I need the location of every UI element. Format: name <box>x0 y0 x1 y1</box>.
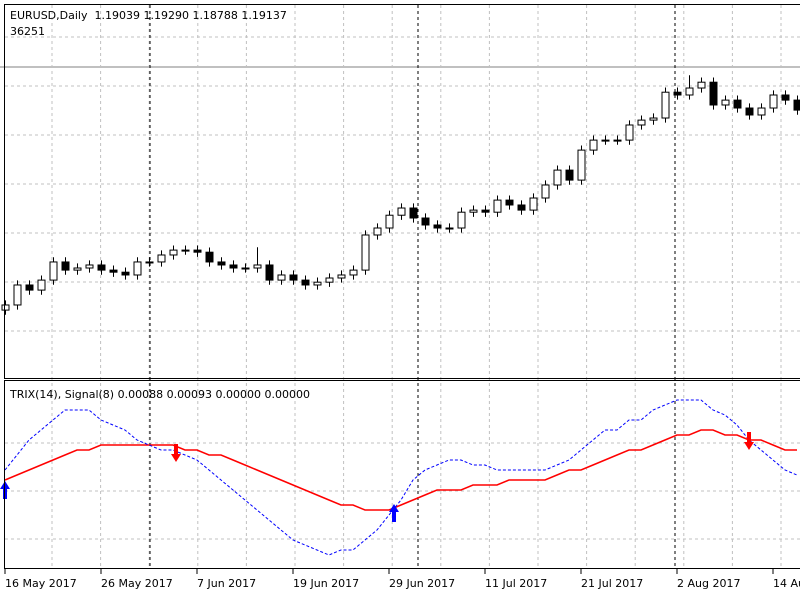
candle-body <box>313 281 322 286</box>
candle-body <box>73 267 82 271</box>
candle-body <box>265 264 274 281</box>
grid <box>5 5 800 568</box>
candle-body <box>433 224 442 229</box>
indicator-line <box>4 429 797 511</box>
candle-body <box>409 207 418 219</box>
candle-body <box>373 227 382 236</box>
sell-arrow <box>744 432 754 450</box>
candle-body <box>253 264 262 269</box>
indicator-line <box>4 399 798 556</box>
candle-body <box>781 94 790 101</box>
candle-body <box>349 269 358 276</box>
candle-body <box>229 264 238 269</box>
candle-body <box>745 107 754 116</box>
candle-body <box>469 209 478 213</box>
candle-body <box>97 264 106 271</box>
candle-body <box>193 249 202 253</box>
candle-body <box>757 107 766 116</box>
candle-body <box>613 139 622 142</box>
buy-arrow <box>389 504 399 522</box>
candle-body <box>169 249 178 256</box>
candle-body <box>61 261 70 271</box>
candle-body <box>565 169 574 181</box>
candle-body <box>241 267 250 270</box>
candle-body <box>337 274 346 279</box>
candle-body <box>277 274 286 281</box>
candle-body <box>385 214 394 229</box>
candle-body <box>85 264 94 269</box>
candle-body <box>37 279 46 291</box>
candle-body <box>457 211 466 229</box>
x-tick-label: 16 May 2017 <box>5 577 77 590</box>
candle-body <box>661 91 670 119</box>
plots <box>1 75 800 556</box>
candle-body <box>133 261 142 276</box>
x-tick-label: 7 Jun 2017 <box>197 577 256 590</box>
candle-body <box>721 99 730 106</box>
candle-body <box>589 139 598 151</box>
candle-body <box>109 269 118 273</box>
volume-label: 36251 <box>10 25 45 38</box>
candle-body <box>217 261 226 266</box>
candle-body <box>145 261 154 264</box>
candle-body <box>289 274 298 281</box>
indicator-title: TRIX(14), Signal(8) 0.00088 0.00093 0.00… <box>9 388 310 401</box>
candle-body <box>13 284 22 306</box>
x-tick-label: 14 Aug 2017 <box>773 577 800 590</box>
candle-body <box>709 81 718 106</box>
candle-body <box>181 249 190 252</box>
candle-body <box>637 119 646 126</box>
candle-body <box>121 271 130 276</box>
candle-body <box>1 304 10 311</box>
candle-body <box>697 81 706 89</box>
candle-body <box>25 284 34 291</box>
candle-body <box>733 99 742 109</box>
indicator-pane-frame <box>4 380 800 569</box>
candle-body <box>601 139 610 142</box>
sell-arrow <box>171 444 181 462</box>
candle-body <box>49 261 58 281</box>
x-tick-label: 2 Aug 2017 <box>677 577 740 590</box>
chart-title: EURUSD,Daily 1.19039 1.19290 1.18788 1.1… <box>10 9 287 22</box>
candle-body <box>361 234 370 271</box>
price-pane-frame <box>4 4 800 379</box>
candle-body <box>685 87 694 96</box>
candle-body <box>397 207 406 216</box>
candle-body <box>649 117 658 121</box>
candle-body <box>529 197 538 211</box>
candle-body <box>493 199 502 213</box>
x-tick-label: 19 Jun 2017 <box>293 577 359 590</box>
candle-body <box>325 277 334 283</box>
x-tick-label: 26 May 2017 <box>101 577 173 590</box>
candle-body <box>481 209 490 213</box>
candle-body <box>421 217 430 226</box>
candle-body <box>793 99 800 111</box>
candle-body <box>205 251 214 263</box>
candle-body <box>541 184 550 199</box>
candle-body <box>673 91 682 96</box>
candle-body <box>517 204 526 211</box>
candle-body <box>553 169 562 186</box>
x-tick-label: 11 Jul 2017 <box>485 577 547 590</box>
x-tick-label: 29 Jun 2017 <box>389 577 455 590</box>
candle-body <box>505 199 514 206</box>
candle-body <box>445 227 454 230</box>
candle-body <box>301 279 310 286</box>
candle-body <box>157 254 166 263</box>
candle-body <box>625 124 634 141</box>
candle-body <box>577 149 586 181</box>
candle-body <box>769 94 778 109</box>
x-tick-label: 21 Jul 2017 <box>581 577 643 590</box>
